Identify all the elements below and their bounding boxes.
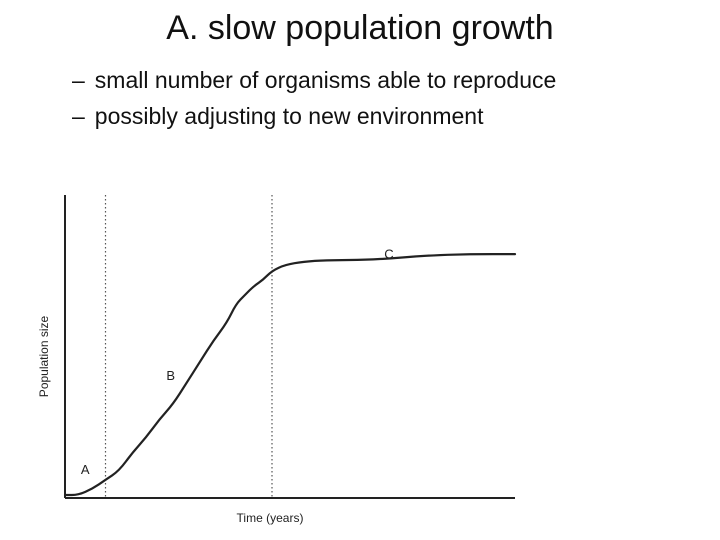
phase-label-c: C <box>384 247 393 262</box>
x-axis-label: Time (years) <box>237 511 304 525</box>
growth-curve <box>63 253 517 497</box>
bullet-text: possibly adjusting to new environment <box>94 103 484 129</box>
phase-label-b: B <box>166 368 175 383</box>
bullet-dash: – <box>72 103 85 129</box>
bullet-item: – small number of organisms able to repro… <box>72 62 556 98</box>
phase-label-a: A <box>81 462 90 477</box>
bullet-item: – possibly adjusting to new environment <box>72 98 556 134</box>
slide-title: A. slow population growth <box>166 9 554 47</box>
population-growth-chart: A B C Time (years) Population size <box>37 195 517 525</box>
bullet-text: small number of organisms able to reprod… <box>94 67 557 93</box>
bullet-dash: – <box>72 67 85 93</box>
bullet-list: – small number of organisms able to repro… <box>72 62 556 134</box>
y-axis-label: Population size <box>37 315 51 397</box>
